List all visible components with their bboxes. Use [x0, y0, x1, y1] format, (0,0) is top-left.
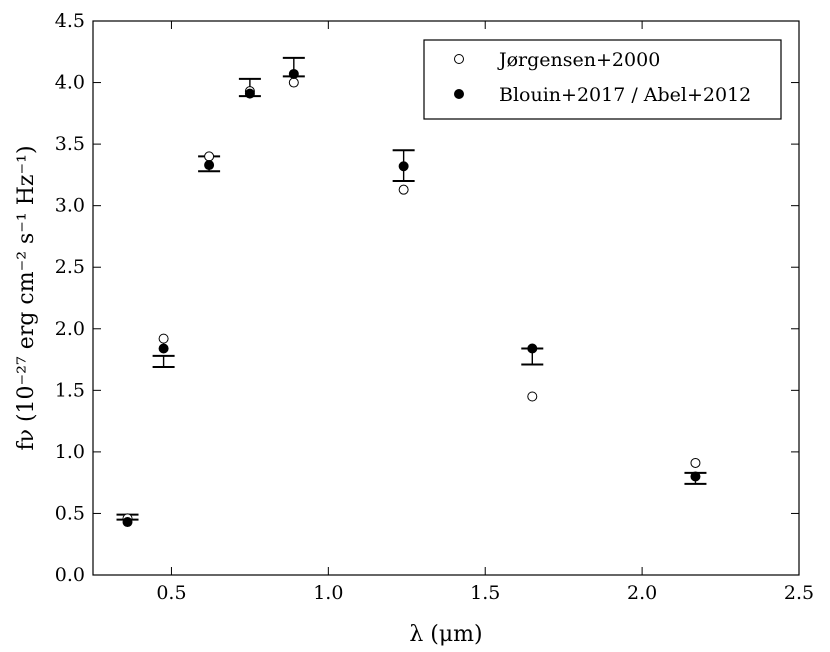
x-axis-label: λ (μm)	[409, 622, 482, 647]
legend-label-jorgensen: Jørgensen+2000	[497, 49, 660, 71]
y-tick-label: 0.0	[55, 564, 85, 586]
y-tick-label: 4.0	[55, 72, 85, 94]
y-tick-label: 1.0	[55, 441, 85, 463]
y-tick-label: 2.5	[55, 256, 85, 278]
chart-marks	[116, 56, 707, 528]
x-tick-label: 1.0	[313, 582, 343, 604]
data-point-filled	[244, 88, 255, 99]
legend-box	[423, 39, 782, 120]
data-point-open	[527, 391, 538, 402]
data-point-filled	[398, 161, 409, 172]
axis-ticks	[93, 20, 800, 576]
y-axis-label: fν (10⁻²⁷ erg cm⁻² s⁻¹ Hz⁻¹)	[14, 145, 39, 450]
data-point-open	[288, 77, 299, 88]
error-bar	[152, 354, 175, 368]
data-point-filled	[527, 343, 538, 354]
data-point-open	[398, 184, 409, 195]
legend: Jørgensen+2000 Blouin+2017 / Abel+2012	[423, 39, 782, 120]
data-point-filled	[690, 471, 701, 482]
legend-label-blouin-abel: Blouin+2017 / Abel+2012	[499, 84, 751, 106]
y-tick-label: 0.5	[55, 502, 85, 524]
plot-frame	[92, 20, 800, 576]
legend-marker-open-circle	[454, 54, 464, 64]
y-tick-label: 3.0	[55, 195, 85, 217]
data-point-filled	[204, 160, 215, 171]
data-point-open	[204, 151, 215, 162]
data-point-filled	[158, 343, 169, 354]
x-tick-label: 2.0	[627, 582, 657, 604]
y-tick-label: 3.5	[55, 133, 85, 155]
x-tick-label: 0.5	[156, 582, 186, 604]
x-tick-label: 1.5	[470, 582, 500, 604]
y-tick-label: 2.0	[55, 318, 85, 340]
data-point-open	[690, 457, 701, 468]
legend-marker-filled-circle	[454, 89, 464, 99]
x-tick-label: 2.5	[784, 582, 814, 604]
tick-labels: 0.5 1.0 1.5 2.0 2.5 0.0 0.5 1.0 1.5 2.0 2.5 3.0 3.5 4…	[55, 10, 814, 604]
data-point-open	[158, 333, 169, 344]
y-tick-label: 1.5	[55, 379, 85, 401]
y-tick-label: 4.5	[55, 10, 85, 32]
data-point-filled	[288, 68, 299, 79]
data-point-filled	[122, 517, 133, 528]
